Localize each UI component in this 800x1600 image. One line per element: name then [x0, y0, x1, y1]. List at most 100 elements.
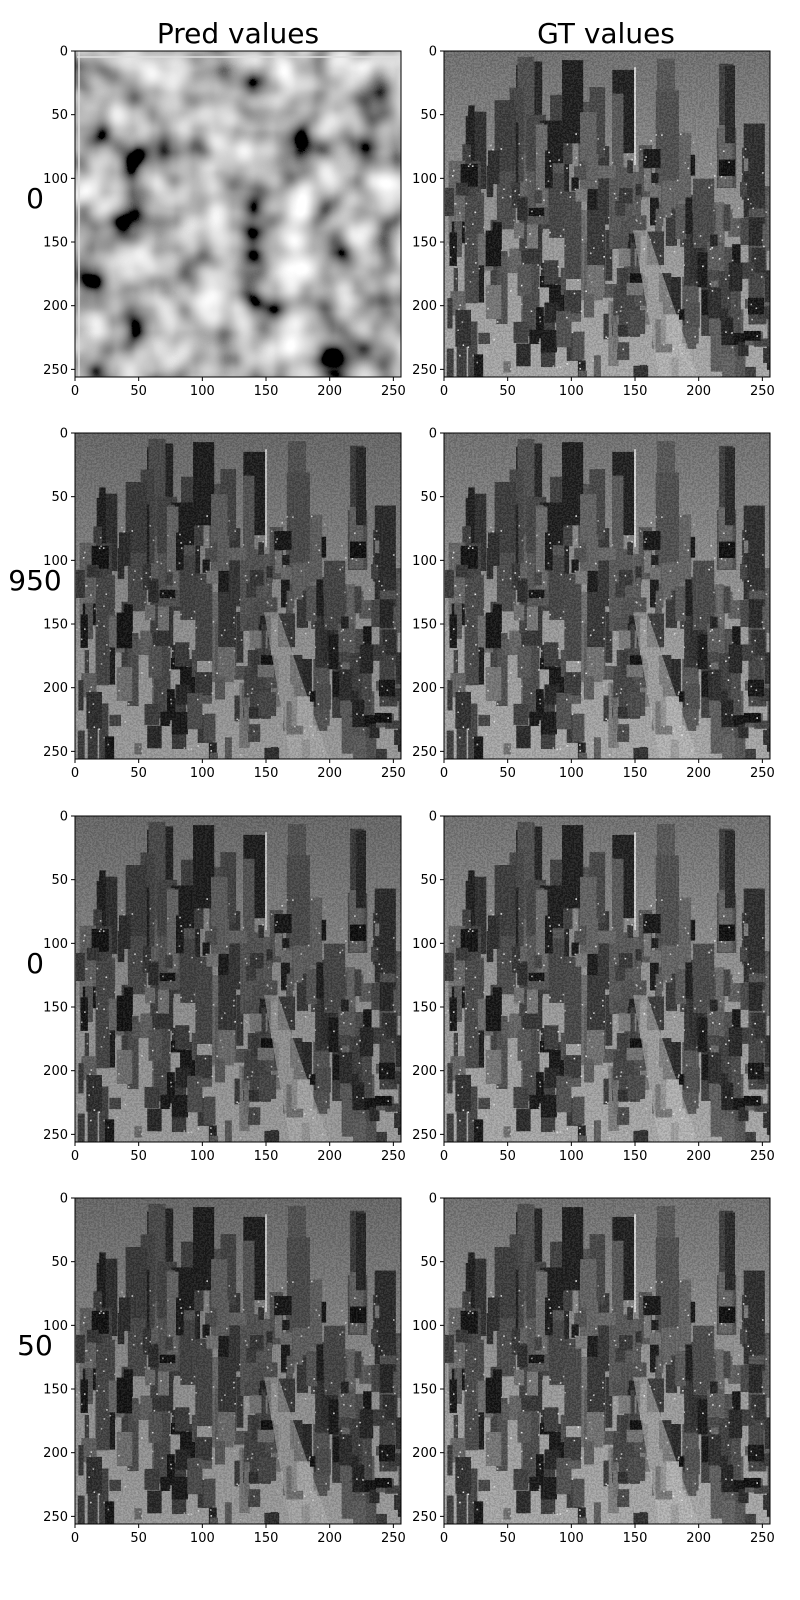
axes-frame	[443, 50, 771, 378]
x-tick-label: 150	[623, 1531, 648, 1546]
axes-frame	[443, 815, 771, 1143]
y-tick-label: 0	[60, 45, 68, 60]
texture-overlay	[444, 816, 770, 1142]
panel-image	[75, 433, 401, 759]
panel-image	[444, 51, 770, 377]
y-tick-label: 0	[429, 427, 437, 442]
y-tick-label: 0	[60, 427, 68, 442]
axes-frame	[443, 1197, 771, 1525]
axes-frame	[74, 1197, 402, 1525]
y-tick-label: 0	[429, 1192, 437, 1207]
axes-frame	[74, 432, 402, 760]
texture-overlay	[75, 433, 401, 759]
x-tick-label: 100	[559, 1149, 584, 1164]
panel-image	[444, 1198, 770, 1524]
panel-image	[75, 1198, 401, 1524]
x-tick-label: 200	[686, 384, 711, 399]
y-tick-label: 50	[51, 1255, 68, 1270]
y-tick-label: 250	[412, 745, 437, 760]
x-tick-label: 50	[499, 384, 516, 399]
x-tick-label: 0	[71, 384, 79, 399]
y-tick-label: 200	[43, 1064, 68, 1079]
x-tick-label: 200	[686, 1531, 711, 1546]
x-tick-label: 150	[254, 384, 279, 399]
x-tick-label: 200	[317, 1531, 342, 1546]
y-tick-label: 50	[420, 108, 437, 123]
y-tick-label: 200	[412, 299, 437, 314]
x-tick-label: 150	[623, 1149, 648, 1164]
y-tick-label: 200	[412, 1446, 437, 1461]
x-tick-label: 100	[190, 1149, 215, 1164]
x-tick-label: 150	[254, 1531, 279, 1546]
y-tick-label: 150	[43, 236, 68, 251]
x-tick-label: 0	[71, 1531, 79, 1546]
x-tick-label: 0	[71, 1149, 79, 1164]
y-tick-label: 200	[43, 1446, 68, 1461]
x-tick-label: 0	[440, 384, 448, 399]
x-tick-label: 50	[499, 766, 516, 781]
x-tick-label: 150	[254, 1149, 279, 1164]
y-tick-label: 250	[43, 1510, 68, 1525]
texture-overlay	[444, 51, 770, 377]
y-tick-label: 250	[43, 745, 68, 760]
y-tick-label: 100	[43, 937, 68, 952]
x-tick-label: 250	[381, 1531, 406, 1546]
x-tick-label: 50	[130, 1149, 147, 1164]
y-tick-label: 200	[412, 1064, 437, 1079]
y-tick-label: 200	[43, 299, 68, 314]
y-tick-label: 100	[412, 554, 437, 569]
row-label-3: 0	[26, 947, 44, 980]
x-tick-label: 250	[750, 1531, 775, 1546]
x-tick-label: 250	[381, 766, 406, 781]
x-tick-label: 50	[499, 1149, 516, 1164]
x-tick-label: 100	[190, 766, 215, 781]
noise-texture	[75, 51, 401, 377]
y-tick-label: 150	[43, 1001, 68, 1016]
x-tick-label: 250	[750, 1149, 775, 1164]
column-title-gt: GT values	[537, 17, 675, 50]
x-tick-label: 50	[130, 384, 147, 399]
y-tick-label: 150	[43, 618, 68, 633]
y-tick-label: 100	[412, 172, 437, 187]
x-tick-label: 0	[440, 766, 448, 781]
axes-frame	[74, 50, 402, 378]
column-title-pred: Pred values	[157, 17, 319, 50]
x-tick-label: 200	[686, 1149, 711, 1164]
y-tick-label: 150	[412, 618, 437, 633]
x-tick-label: 100	[190, 384, 215, 399]
y-tick-label: 150	[43, 1383, 68, 1398]
row-label-1: 0	[26, 182, 44, 215]
x-tick-label: 50	[130, 1531, 147, 1546]
y-tick-label: 50	[51, 490, 68, 505]
x-tick-label: 250	[750, 384, 775, 399]
texture-overlay	[75, 816, 401, 1142]
y-tick-label: 0	[60, 810, 68, 825]
y-tick-label: 150	[412, 1001, 437, 1016]
panel-image	[75, 51, 401, 377]
y-tick-label: 50	[420, 490, 437, 505]
row-label-4: 50	[17, 1329, 53, 1362]
row-label-2: 950	[8, 564, 61, 597]
x-tick-label: 200	[317, 766, 342, 781]
x-tick-label: 250	[381, 384, 406, 399]
y-tick-label: 100	[412, 1319, 437, 1334]
texture-overlay	[444, 1198, 770, 1524]
y-tick-label: 200	[412, 681, 437, 696]
x-tick-label: 0	[71, 766, 79, 781]
y-tick-label: 150	[412, 1383, 437, 1398]
x-tick-label: 250	[750, 766, 775, 781]
x-tick-label: 0	[440, 1531, 448, 1546]
y-tick-label: 50	[420, 1255, 437, 1270]
panel-image	[444, 433, 770, 759]
x-tick-label: 200	[686, 766, 711, 781]
x-tick-label: 150	[254, 766, 279, 781]
